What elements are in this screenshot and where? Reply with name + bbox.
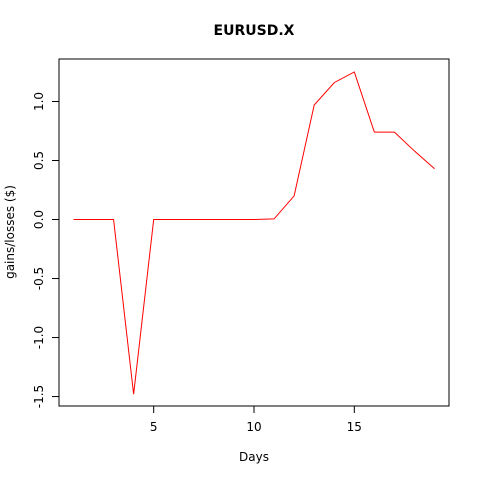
plot-frame xyxy=(58,58,450,407)
chart-title: EURUSD.X xyxy=(214,23,295,39)
y-axis: -1.5 -1.0 -0.5 0.0 0.5 1.0 xyxy=(32,92,59,408)
y-tick-label: 1.0 xyxy=(32,92,46,111)
y-tick-label: 0.5 xyxy=(32,151,46,170)
y-axis-label: gains/losses ($) xyxy=(3,185,17,279)
series-layer xyxy=(73,71,435,395)
y-tick-label: -1.5 xyxy=(32,385,46,408)
x-tick-label: 15 xyxy=(347,420,362,434)
y-tick-label: -0.5 xyxy=(32,267,46,290)
x-axis: 5 10 15 xyxy=(150,406,362,434)
x-tick-label: 10 xyxy=(246,420,261,434)
series-line xyxy=(73,71,435,395)
x-axis-label: Days xyxy=(239,450,269,464)
y-tick-label: -1.0 xyxy=(32,326,46,349)
x-tick-label: 5 xyxy=(150,420,158,434)
y-tick-label: 0.0 xyxy=(32,210,46,229)
